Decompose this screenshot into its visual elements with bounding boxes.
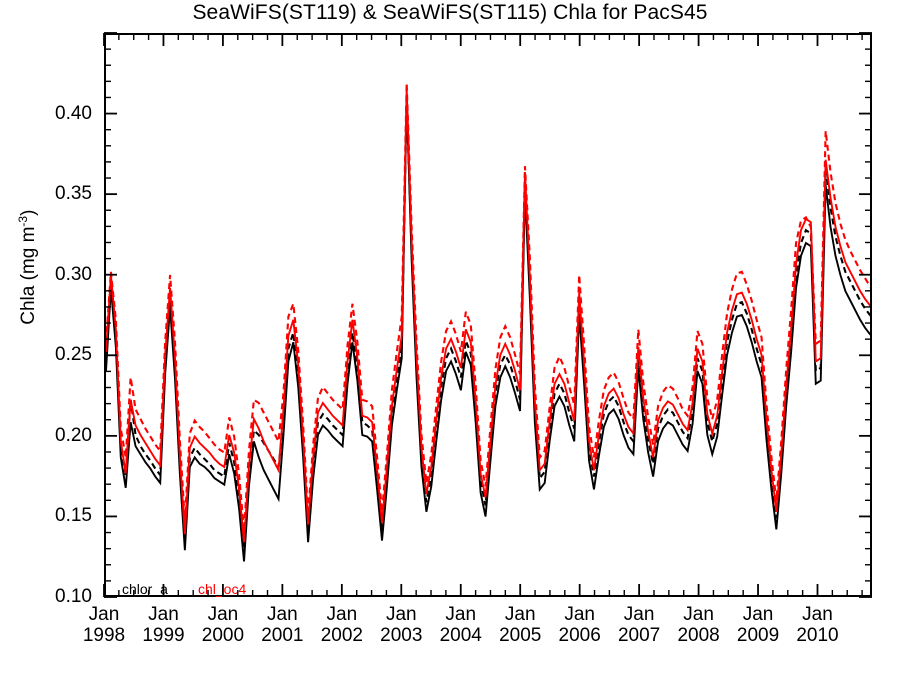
x-tick-month: Jan <box>267 604 298 625</box>
x-tick-label: Jan 2007 <box>604 604 674 646</box>
x-tick-year: 2007 <box>617 625 661 646</box>
y-tick-label: 0.35 <box>55 183 92 205</box>
x-tick-year: 2006 <box>558 625 601 646</box>
y-tick-label: 0.20 <box>55 424 92 446</box>
x-tick-month: Jan <box>802 604 833 625</box>
x-tick-month: Jan <box>623 604 655 625</box>
x-tick-label: Jan 2004 <box>426 604 496 646</box>
x-tick-month: Jan <box>207 604 239 625</box>
x-tick-month: Jan <box>88 604 120 625</box>
x-tick-month: Jan <box>742 604 774 625</box>
x-tick-label: Jan 2000 <box>188 604 258 646</box>
series-line <box>106 96 870 554</box>
y-tick-label: 0.40 <box>55 102 92 124</box>
x-tick-month: Jan <box>148 604 179 625</box>
series-line <box>106 99 870 561</box>
x-tick-month: Jan <box>385 604 417 625</box>
x-tick-label: Jan 1999 <box>128 604 198 646</box>
legend-label-chl-oc4: chl_oc4 <box>198 581 247 597</box>
x-tick-month: Jan <box>445 604 477 625</box>
series-line <box>106 83 870 531</box>
x-tick-year: 2000 <box>201 625 245 646</box>
x-tick-month: Jan <box>564 604 595 625</box>
x-tick-year: 1998 <box>82 625 126 646</box>
x-tick-label: Jan 1998 <box>69 604 139 646</box>
x-tick-label: Jan 2005 <box>485 604 555 646</box>
y-tick-label: 0.30 <box>55 263 92 285</box>
x-tick-year: 2010 <box>796 625 839 646</box>
x-tick-year: 2008 <box>677 625 720 646</box>
x-tick-label: Jan 2006 <box>545 604 615 646</box>
y-tick-label: 0.10 <box>55 586 92 607</box>
legend-label-chlor-a: chlor_a <box>122 581 168 597</box>
series-line <box>106 89 870 542</box>
y-tick-label: 0.25 <box>55 344 92 366</box>
series-lines <box>106 35 870 595</box>
y-tick-label: 0.15 <box>55 505 92 527</box>
x-tick-month: Jan <box>504 604 536 625</box>
x-tick-year: 2001 <box>261 625 304 646</box>
y-axis-title-tail: ) <box>18 209 40 216</box>
x-tick-year: 2002 <box>320 625 363 646</box>
x-tick-label: Jan 2009 <box>723 604 793 646</box>
x-tick-year: 2005 <box>499 625 542 646</box>
page-title: SeaWiFS(ST119) & SeaWiFS(ST115) Chla for… <box>192 1 708 24</box>
x-tick-label: Jan 2010 <box>782 604 852 646</box>
x-tick-label: Jan 2003 <box>366 604 436 646</box>
x-tick-label: Jan 2008 <box>664 604 734 646</box>
x-tick-year: 2004 <box>439 625 482 646</box>
x-tick-year: 2003 <box>380 625 423 646</box>
x-tick-label: Jan 2001 <box>247 604 317 646</box>
plot-area: chlor_a chl_oc4 <box>104 33 872 597</box>
x-tick-label: Jan 2002 <box>307 604 377 646</box>
x-tick-year: 2009 <box>736 625 780 646</box>
x-tick-year: 1999 <box>142 625 185 646</box>
x-tick-month: Jan <box>326 604 358 625</box>
y-axis-title-exponent: -3 <box>15 215 30 227</box>
x-tick-month: Jan <box>683 604 714 625</box>
